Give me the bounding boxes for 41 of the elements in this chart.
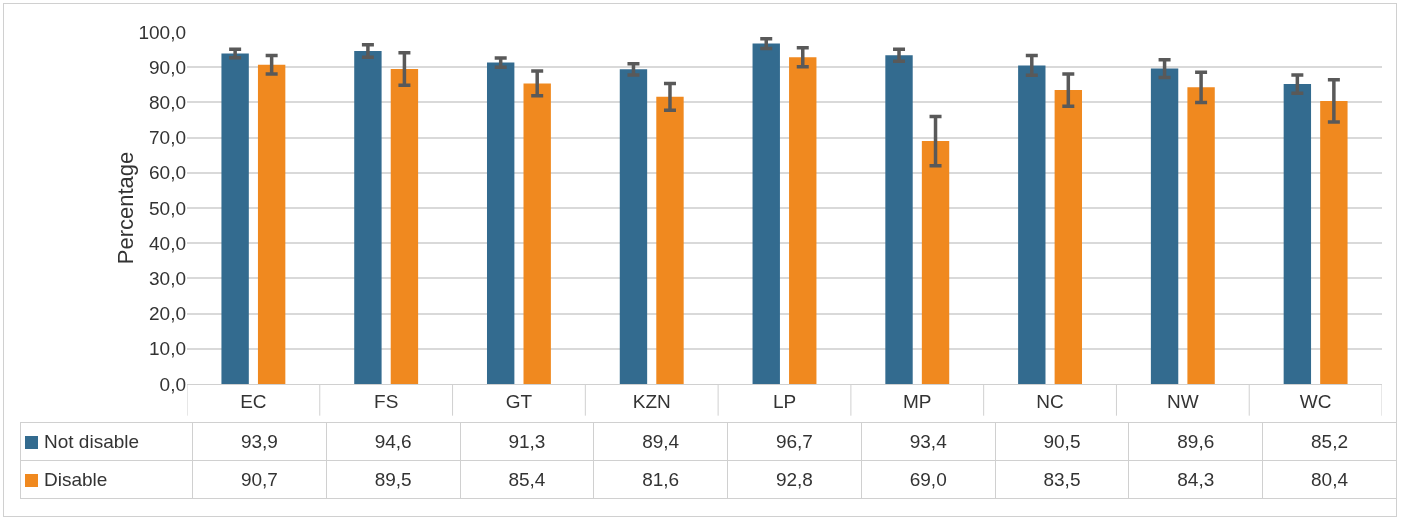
y-tick-label: 70,0 bbox=[149, 127, 186, 149]
x-tick-label: EC bbox=[240, 390, 267, 412]
y-tick-label: 100,0 bbox=[138, 21, 186, 43]
data-label: 81,6 bbox=[593, 460, 728, 499]
x-tick-label: GT bbox=[505, 390, 533, 412]
data-label: 93,4 bbox=[861, 422, 996, 461]
data-label: 84,3 bbox=[1128, 460, 1263, 499]
x-tick-label: NW bbox=[1167, 390, 1199, 412]
legend-label: Not disable bbox=[44, 430, 140, 452]
data-label: 89,4 bbox=[593, 422, 728, 461]
y-tick-label: 90,0 bbox=[149, 56, 186, 78]
data-label: 85,4 bbox=[460, 460, 594, 499]
data-label: 92,8 bbox=[727, 460, 862, 499]
data-label: 90,5 bbox=[995, 422, 1129, 461]
data-label: 90,7 bbox=[192, 460, 327, 499]
x-tick-label: KZN bbox=[632, 390, 671, 412]
y-axis-title: Percentage bbox=[113, 151, 138, 265]
data-label: 89,5 bbox=[326, 460, 461, 499]
data-label: 80,4 bbox=[1262, 460, 1397, 499]
x-tick-label: MP bbox=[903, 390, 932, 412]
data-label: 69,0 bbox=[861, 460, 996, 499]
y-tick-label: 60,0 bbox=[149, 162, 186, 184]
data-label: 91,3 bbox=[460, 422, 594, 461]
data-label: 93,9 bbox=[192, 422, 327, 461]
y-tick-label: 40,0 bbox=[149, 232, 186, 254]
x-tick-label: WC bbox=[1299, 390, 1332, 412]
legend-label: Disable bbox=[44, 468, 108, 490]
y-tick-label: 30,0 bbox=[149, 268, 186, 290]
y-tick-label: 50,0 bbox=[149, 197, 186, 219]
data-label: 89,6 bbox=[1128, 422, 1263, 461]
x-tick-label: LP bbox=[772, 390, 797, 412]
data-label: 85,2 bbox=[1262, 422, 1397, 461]
y-tick-label: 0,0 bbox=[159, 373, 186, 395]
x-tick-label: NC bbox=[1036, 390, 1064, 412]
y-tick-label: 10,0 bbox=[149, 338, 186, 360]
y-tick-label: 20,0 bbox=[149, 303, 186, 325]
data-label: 96,7 bbox=[727, 422, 862, 461]
data-label: 83,5 bbox=[995, 460, 1129, 499]
y-tick-label: 80,0 bbox=[149, 92, 186, 114]
x-tick-label: FS bbox=[374, 390, 399, 412]
data-label: 94,6 bbox=[326, 422, 461, 461]
